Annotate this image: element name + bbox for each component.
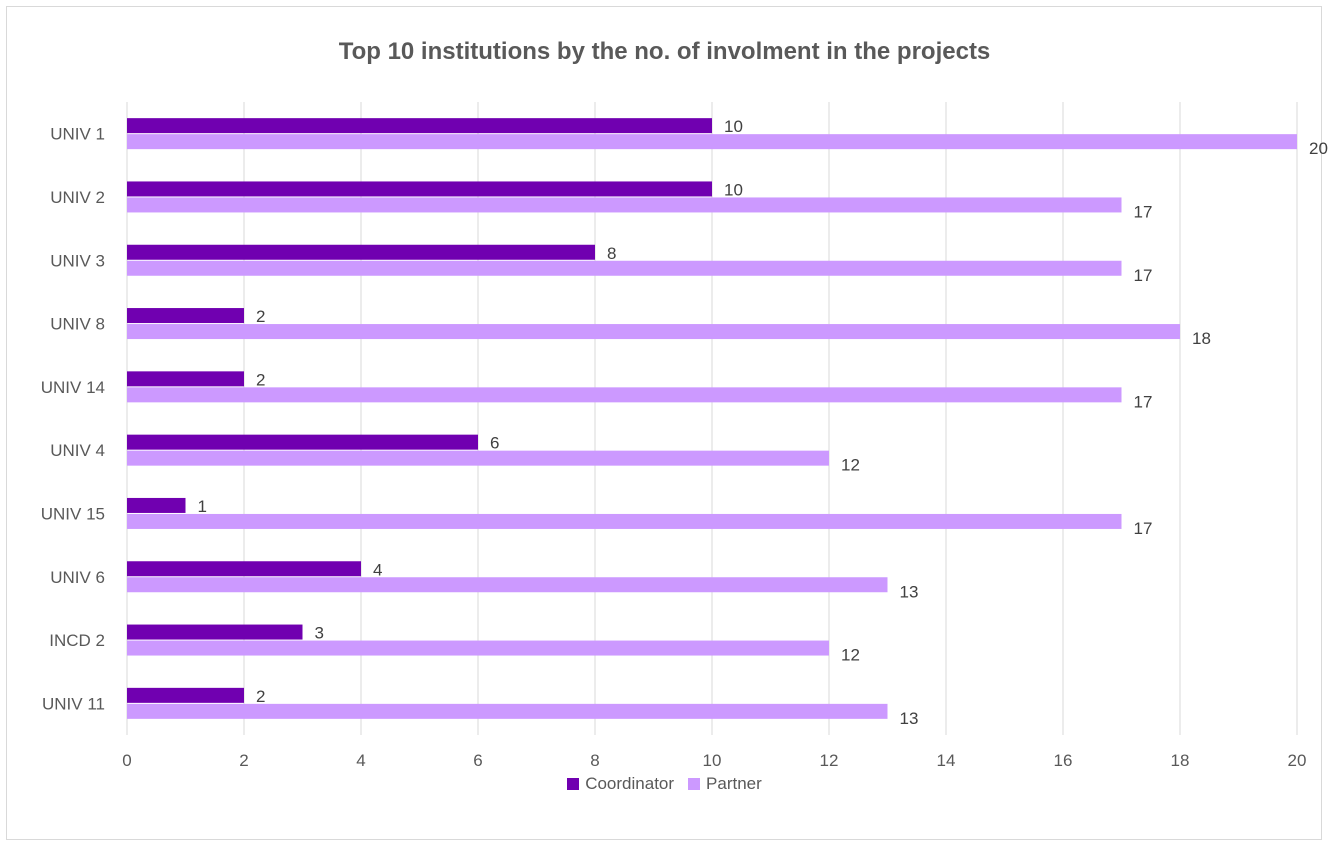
bar-coordinator-univ-14: [127, 371, 244, 387]
data-label-coordinator: 8: [607, 244, 616, 263]
bar-coordinator-univ-6: [127, 561, 361, 577]
x-tick-label-12: 12: [820, 751, 839, 770]
data-label-partner: 20: [1309, 139, 1328, 158]
bar-coordinator-univ-2: [127, 181, 712, 197]
data-label-coordinator: 10: [724, 180, 743, 199]
bar-partner-univ-8: [127, 324, 1180, 340]
bar-partner-incd-2: [127, 640, 829, 656]
y-tick-label: UNIV 1: [50, 125, 105, 144]
bar-partner-univ-14: [127, 387, 1122, 403]
data-label-coordinator: 3: [315, 624, 324, 643]
y-tick-label: UNIV 14: [41, 378, 105, 397]
y-tick-label: UNIV 8: [50, 315, 105, 334]
bar-partner-univ-6: [127, 577, 888, 593]
x-tick-label-4: 4: [356, 751, 365, 770]
data-label-partner: 17: [1134, 266, 1153, 285]
chart-title: Top 10 institutions by the no. of involm…: [338, 38, 991, 65]
y-tick-label: UNIV 6: [50, 568, 105, 587]
bar-coordinator-univ-8: [127, 308, 244, 324]
x-tick-label-18: 18: [1171, 751, 1190, 770]
x-tick-label-2: 2: [239, 751, 248, 770]
legend-swatch-coordinator: [567, 778, 580, 790]
x-tick-label-16: 16: [1054, 751, 1073, 770]
legend-item-coordinator[interactable]: Coordinator: [567, 774, 674, 794]
y-tick-label: UNIV 2: [50, 188, 105, 207]
x-tick-label-20: 20: [1288, 751, 1307, 770]
y-tick-label: INCD 2: [49, 631, 105, 650]
data-label-partner: 12: [841, 646, 860, 665]
data-label-coordinator: 10: [724, 117, 743, 136]
y-tick-label: UNIV 11: [42, 694, 105, 713]
data-label-coordinator: 6: [490, 434, 499, 453]
x-tick-label-0: 0: [122, 751, 131, 770]
data-label-partner: 17: [1134, 519, 1153, 538]
x-tick-label-10: 10: [703, 751, 722, 770]
x-tick-label-14: 14: [937, 751, 956, 770]
bar-coordinator-univ-4: [127, 434, 478, 450]
bar-coordinator-univ-11: [127, 687, 244, 703]
bar-coordinator-incd-2: [127, 624, 303, 640]
bar-coordinator-univ-3: [127, 244, 595, 260]
legend: Coordinator Partner: [0, 774, 1329, 794]
data-label-partner: 17: [1134, 202, 1153, 221]
data-label-coordinator: 1: [198, 497, 207, 516]
x-tick-label-8: 8: [590, 751, 599, 770]
data-label-partner: 12: [841, 456, 860, 475]
legend-label-partner: Partner: [706, 774, 762, 793]
legend-label-coordinator: Coordinator: [585, 774, 675, 793]
bar-coordinator-univ-15: [127, 497, 186, 513]
data-label-partner: 13: [900, 709, 919, 728]
data-label-coordinator: 2: [256, 307, 265, 326]
data-label-coordinator: 4: [373, 560, 382, 579]
bar-partner-univ-11: [127, 703, 888, 719]
y-tick-label: UNIV 4: [50, 441, 105, 460]
bar-partner-univ-15: [127, 513, 1122, 529]
x-tick-label-6: 6: [473, 751, 482, 770]
y-tick-label: UNIV 3: [50, 251, 105, 270]
data-label-coordinator: 2: [256, 370, 265, 389]
data-label-partner: 17: [1134, 392, 1153, 411]
data-label-partner: 13: [900, 582, 919, 601]
bar-partner-univ-2: [127, 197, 1122, 213]
bar-partner-univ-4: [127, 450, 829, 466]
bar-coordinator-univ-1: [127, 118, 712, 134]
bar-partner-univ-1: [127, 134, 1297, 150]
data-label-coordinator: 2: [256, 687, 265, 706]
legend-swatch-partner: [688, 778, 701, 790]
y-tick-label: UNIV 15: [41, 504, 105, 523]
legend-item-partner[interactable]: Partner: [688, 774, 762, 794]
bar-partner-univ-3: [127, 260, 1122, 276]
data-label-partner: 18: [1192, 329, 1211, 348]
